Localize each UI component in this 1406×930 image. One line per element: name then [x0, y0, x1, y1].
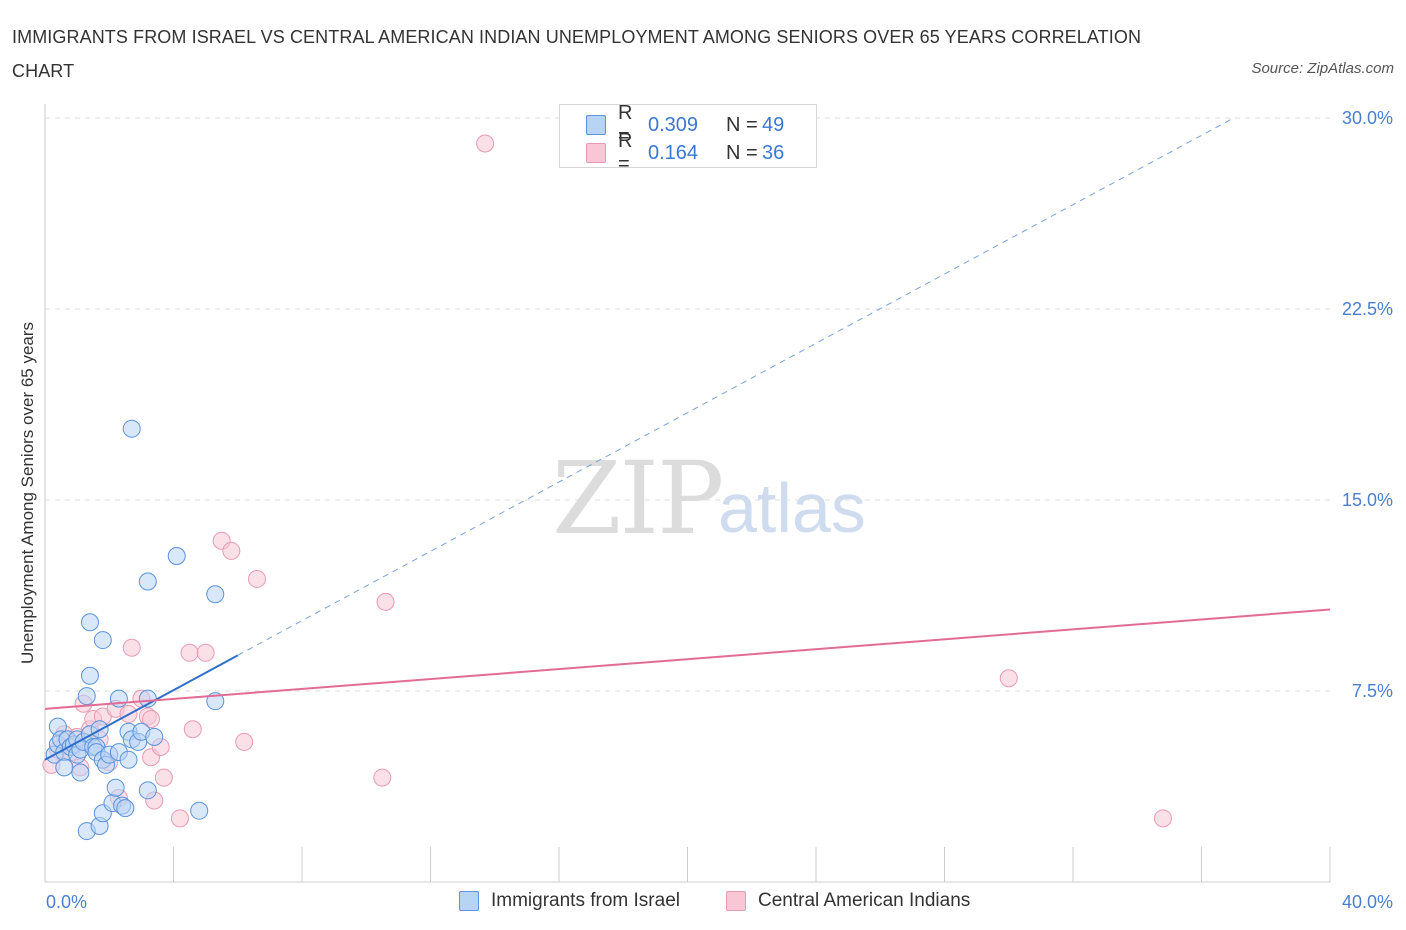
y-tick-label: 30.0%	[1342, 108, 1393, 128]
point-central-american-indians	[196, 643, 215, 662]
watermark-zip: ZIP	[552, 440, 724, 557]
legend-r-label: R =	[618, 102, 633, 147]
legend-row-cai: R = 0.164 N = 36	[586, 130, 785, 175]
point-immigrants-from-israel	[206, 585, 225, 604]
chart-title: IMMIGRANTS FROM ISRAEL VS CENTRAL AMERIC…	[12, 27, 1142, 81]
point-immigrants-from-israel	[138, 781, 157, 800]
trend-line-israel	[44, 654, 239, 761]
legend-r-label: R =	[618, 130, 633, 175]
point-immigrants-from-israel	[116, 799, 135, 818]
point-central-american-indians	[170, 809, 189, 828]
point-immigrants-from-israel	[190, 801, 209, 820]
legend-swatch-israel	[586, 115, 606, 135]
point-central-american-indians	[373, 768, 392, 787]
stats-legend: R = 0.309 N = 49 R = 0.164 N = 36	[559, 102, 817, 175]
bottom-legend-israel: Immigrants from Israel	[459, 890, 680, 912]
bottom-legend-swatch-cai	[726, 891, 746, 911]
point-immigrants-from-israel	[138, 572, 157, 591]
point-central-american-indians	[142, 710, 161, 729]
point-immigrants-from-israel	[119, 750, 138, 769]
point-immigrants-from-israel	[109, 689, 128, 708]
legend-n-label: N =	[726, 141, 758, 164]
legend-r-value: 0.309	[648, 113, 699, 136]
source-label: Source: ZipAtlas.com	[1251, 60, 1394, 77]
point-immigrants-from-israel	[106, 778, 125, 797]
point-immigrants-from-israel	[93, 631, 112, 650]
point-immigrants-from-israel	[80, 613, 99, 632]
trend-line-israel-extended	[237, 117, 1234, 656]
bottom-legend-label-cai: Central American Indians	[758, 890, 971, 911]
bottom-legend-label-israel: Immigrants from Israel	[491, 890, 680, 911]
legend-n-value: 49	[762, 113, 785, 136]
point-immigrants-from-israel	[167, 547, 186, 566]
point-central-american-indians	[235, 732, 254, 751]
point-immigrants-from-israel	[122, 419, 141, 438]
point-central-american-indians	[248, 569, 267, 588]
point-central-american-indians	[1153, 809, 1172, 828]
legend-row-israel: R = 0.309 N = 49	[586, 102, 785, 147]
x-tick-label: 0.0%	[46, 892, 87, 912]
legend-n-value: 36	[762, 141, 785, 164]
point-central-american-indians	[180, 643, 199, 662]
legend-r-value: 0.164	[648, 141, 699, 164]
bottom-legend-cai: Central American Indians	[726, 890, 970, 912]
bottom-legend-swatch-israel	[459, 891, 479, 911]
point-immigrants-from-israel	[145, 727, 164, 746]
y-tick-label: 7.5%	[1352, 681, 1393, 701]
point-central-american-indians	[376, 592, 395, 611]
y-tick-label: 22.5%	[1342, 299, 1393, 319]
point-immigrants-from-israel	[55, 758, 74, 777]
legend-n-label: N =	[726, 113, 758, 136]
watermark-atlas: atlas	[718, 469, 866, 547]
x-tick-label: 40.0%	[1342, 892, 1393, 912]
point-central-american-indians	[222, 541, 241, 560]
point-central-american-indians	[476, 134, 495, 153]
point-central-american-indians	[183, 720, 202, 739]
y-tick-label: 15.0%	[1342, 490, 1393, 510]
point-immigrants-from-israel	[80, 666, 99, 685]
point-central-american-indians	[122, 638, 141, 657]
legend-swatch-cai	[586, 143, 606, 163]
point-immigrants-from-israel	[71, 763, 90, 782]
point-central-american-indians	[154, 768, 173, 787]
trend-line-central-american-indians	[44, 608, 1331, 710]
point-immigrants-from-israel	[77, 687, 96, 706]
point-central-american-indians	[999, 669, 1018, 688]
